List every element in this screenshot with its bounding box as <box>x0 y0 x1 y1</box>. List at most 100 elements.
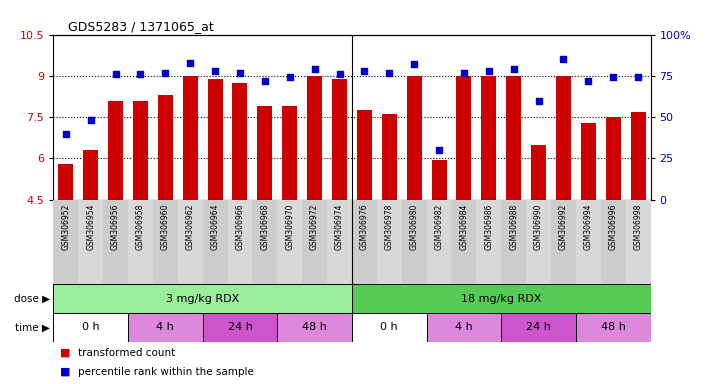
Bar <box>501 313 576 342</box>
Text: GSM306992: GSM306992 <box>559 204 568 250</box>
Bar <box>53 200 78 284</box>
Bar <box>551 200 576 284</box>
Bar <box>576 313 651 342</box>
Bar <box>257 106 272 200</box>
Bar <box>531 145 546 200</box>
Bar <box>232 83 247 200</box>
Point <box>433 147 445 153</box>
Text: 4 h: 4 h <box>156 322 174 333</box>
Bar <box>402 200 427 284</box>
Bar <box>377 200 402 284</box>
Bar <box>128 313 203 342</box>
Bar <box>53 313 128 342</box>
Point <box>633 74 644 81</box>
Point <box>309 66 320 72</box>
Text: percentile rank within the sample: percentile rank within the sample <box>78 367 254 377</box>
Bar <box>277 200 302 284</box>
Point <box>159 70 171 76</box>
Bar <box>178 200 203 284</box>
Text: 18 mg/kg RDX: 18 mg/kg RDX <box>461 293 542 304</box>
Point <box>259 78 270 84</box>
Point <box>209 68 220 74</box>
Bar <box>352 284 651 313</box>
Bar <box>327 200 352 284</box>
Bar <box>332 79 347 200</box>
Text: GSM306964: GSM306964 <box>210 204 220 250</box>
Text: GSM306970: GSM306970 <box>285 204 294 250</box>
Text: 48 h: 48 h <box>601 322 626 333</box>
Text: GSM306966: GSM306966 <box>235 204 245 250</box>
Text: GSM306988: GSM306988 <box>509 204 518 250</box>
Text: GDS5283 / 1371065_at: GDS5283 / 1371065_at <box>68 20 213 33</box>
Bar <box>432 160 447 200</box>
Bar <box>427 200 451 284</box>
Bar <box>183 76 198 200</box>
Text: GSM306984: GSM306984 <box>459 204 469 250</box>
Bar <box>108 101 123 200</box>
Bar <box>208 79 223 200</box>
Bar <box>626 200 651 284</box>
Bar <box>481 76 496 200</box>
Point <box>284 74 296 81</box>
Text: 0 h: 0 h <box>380 322 398 333</box>
Point <box>85 118 97 124</box>
Point <box>234 70 246 76</box>
Point <box>408 61 419 67</box>
Point <box>60 131 71 137</box>
Bar <box>407 76 422 200</box>
Bar <box>103 200 128 284</box>
Text: 24 h: 24 h <box>526 322 551 333</box>
Bar <box>228 200 252 284</box>
Bar <box>203 200 228 284</box>
Point <box>185 60 196 66</box>
Bar <box>357 110 372 200</box>
Text: GSM306980: GSM306980 <box>410 204 419 250</box>
Text: GSM306958: GSM306958 <box>136 204 145 250</box>
Bar <box>302 200 327 284</box>
Text: GSM306982: GSM306982 <box>434 204 444 250</box>
Point <box>458 70 469 76</box>
Bar <box>576 200 601 284</box>
Text: GSM306976: GSM306976 <box>360 204 369 250</box>
Text: ■: ■ <box>60 348 71 358</box>
Point <box>533 98 545 104</box>
Point <box>384 70 395 76</box>
Text: GSM306998: GSM306998 <box>634 204 643 250</box>
Text: GSM306986: GSM306986 <box>484 204 493 250</box>
Text: transformed count: transformed count <box>78 348 176 358</box>
Text: ■: ■ <box>60 367 71 377</box>
Point <box>358 68 370 74</box>
Bar <box>53 284 352 313</box>
Bar <box>307 76 322 200</box>
Bar <box>128 200 153 284</box>
Text: GSM306978: GSM306978 <box>385 204 394 250</box>
Point <box>583 78 594 84</box>
Bar <box>456 76 471 200</box>
Bar <box>158 95 173 200</box>
Bar <box>601 200 626 284</box>
Point <box>607 74 619 81</box>
Text: 48 h: 48 h <box>302 322 327 333</box>
Bar <box>282 106 297 200</box>
Bar <box>352 200 377 284</box>
Text: GSM306962: GSM306962 <box>186 204 195 250</box>
Bar <box>526 200 551 284</box>
Bar <box>252 200 277 284</box>
Bar <box>427 313 501 342</box>
Bar <box>382 114 397 200</box>
Bar <box>476 200 501 284</box>
Point <box>557 56 569 63</box>
Text: GSM306996: GSM306996 <box>609 204 618 250</box>
Bar <box>581 122 596 200</box>
Point <box>508 66 519 72</box>
Bar <box>606 117 621 200</box>
Text: 3 mg/kg RDX: 3 mg/kg RDX <box>166 293 240 304</box>
Text: GSM306960: GSM306960 <box>161 204 170 250</box>
Bar <box>352 313 427 342</box>
Bar <box>451 200 476 284</box>
Text: GSM306952: GSM306952 <box>61 204 70 250</box>
Bar <box>277 313 352 342</box>
Text: GSM306974: GSM306974 <box>335 204 344 250</box>
Bar <box>58 164 73 200</box>
Point <box>333 71 345 77</box>
